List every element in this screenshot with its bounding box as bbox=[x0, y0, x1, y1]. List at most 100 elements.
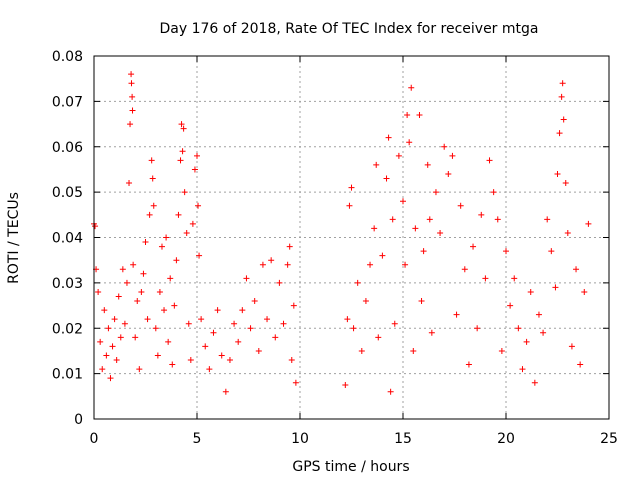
data-point bbox=[171, 302, 178, 309]
data-point bbox=[562, 180, 569, 187]
data-point bbox=[406, 139, 413, 146]
data-point bbox=[194, 152, 200, 159]
data-point bbox=[544, 216, 551, 223]
data-point bbox=[173, 257, 180, 264]
data-point bbox=[264, 316, 271, 323]
data-point bbox=[129, 107, 136, 114]
data-point bbox=[556, 130, 563, 137]
data-point bbox=[196, 252, 203, 259]
data-point bbox=[97, 338, 104, 345]
data-point bbox=[146, 211, 153, 218]
data-point bbox=[128, 80, 135, 87]
x-tick-label: 0 bbox=[90, 431, 99, 447]
data-point bbox=[276, 279, 283, 286]
data-point bbox=[410, 347, 417, 354]
data-point bbox=[402, 261, 409, 268]
data-point bbox=[404, 111, 411, 118]
data-point bbox=[494, 216, 501, 223]
x-tick-label: 15 bbox=[394, 431, 412, 447]
data-point bbox=[358, 347, 365, 354]
data-point bbox=[111, 316, 118, 323]
data-point bbox=[136, 366, 143, 373]
data-point bbox=[432, 189, 439, 196]
data-point bbox=[564, 229, 571, 236]
y-tick-label: 0.01 bbox=[52, 367, 83, 383]
data-point bbox=[470, 243, 477, 250]
data-point bbox=[156, 288, 163, 295]
data-point bbox=[453, 311, 460, 318]
data-point bbox=[342, 381, 349, 388]
data-point bbox=[568, 343, 575, 350]
data-point bbox=[177, 157, 184, 164]
data-point bbox=[280, 320, 287, 327]
x-axis-label: GPS time / hours bbox=[292, 459, 409, 475]
data-point bbox=[350, 325, 357, 332]
data-point bbox=[552, 284, 559, 291]
data-point bbox=[284, 261, 291, 268]
data-point bbox=[465, 361, 472, 368]
data-point bbox=[416, 111, 423, 118]
data-point bbox=[367, 261, 374, 268]
data-point bbox=[191, 166, 198, 173]
data-point bbox=[226, 357, 233, 364]
data-point bbox=[373, 161, 380, 168]
y-tick-label: 0.08 bbox=[52, 49, 83, 65]
data-point bbox=[391, 320, 398, 327]
data-point bbox=[218, 352, 225, 359]
data-point bbox=[130, 261, 137, 268]
data-point bbox=[142, 239, 149, 246]
data-point bbox=[503, 248, 509, 255]
data-point bbox=[581, 288, 588, 295]
data-point bbox=[418, 298, 425, 305]
data-point bbox=[540, 329, 547, 336]
data-point bbox=[149, 175, 156, 182]
data-point bbox=[150, 202, 157, 209]
data-point bbox=[123, 279, 130, 286]
data-point bbox=[387, 388, 394, 395]
data-point bbox=[138, 288, 145, 295]
data-point bbox=[119, 266, 126, 273]
y-tick-label: 0.04 bbox=[52, 231, 83, 247]
data-point bbox=[527, 288, 534, 295]
data-point bbox=[441, 143, 448, 150]
data-point bbox=[163, 234, 170, 241]
data-point bbox=[371, 225, 378, 232]
data-point bbox=[559, 80, 566, 87]
data-point bbox=[292, 379, 299, 386]
data-point bbox=[255, 347, 262, 354]
data-point bbox=[400, 198, 406, 205]
data-point bbox=[115, 293, 122, 300]
data-point bbox=[548, 248, 555, 255]
data-point bbox=[290, 302, 297, 309]
data-point bbox=[169, 361, 176, 368]
data-point bbox=[167, 275, 174, 282]
data-point bbox=[132, 334, 139, 341]
y-tick-label: 0.03 bbox=[52, 276, 83, 292]
data-point bbox=[185, 320, 192, 327]
data-point bbox=[375, 334, 382, 341]
data-point bbox=[482, 275, 489, 282]
grid-lines bbox=[94, 56, 609, 419]
x-tick-label: 25 bbox=[600, 431, 618, 447]
data-point bbox=[268, 257, 275, 264]
data-point bbox=[101, 307, 108, 314]
y-axis-ticks: 0 0.01 0.02 0.03 0.04 0.05 0.06 0.07 0.08 bbox=[52, 49, 609, 428]
data-point bbox=[498, 347, 505, 354]
data-point bbox=[144, 316, 151, 323]
data-point bbox=[379, 252, 386, 259]
data-point bbox=[383, 175, 390, 182]
data-point bbox=[511, 275, 518, 282]
chart-title: Day 176 of 2018, Rate Of TEC Index for r… bbox=[160, 21, 539, 37]
data-point bbox=[165, 338, 172, 345]
data-point bbox=[154, 352, 161, 359]
x-tick-label: 20 bbox=[497, 431, 515, 447]
data-point bbox=[272, 334, 279, 341]
data-point bbox=[288, 357, 295, 364]
data-point bbox=[214, 307, 221, 314]
data-point bbox=[239, 307, 246, 314]
data-point bbox=[127, 121, 134, 128]
data-point bbox=[560, 116, 567, 123]
data-point bbox=[129, 93, 136, 100]
data-point bbox=[251, 298, 258, 305]
